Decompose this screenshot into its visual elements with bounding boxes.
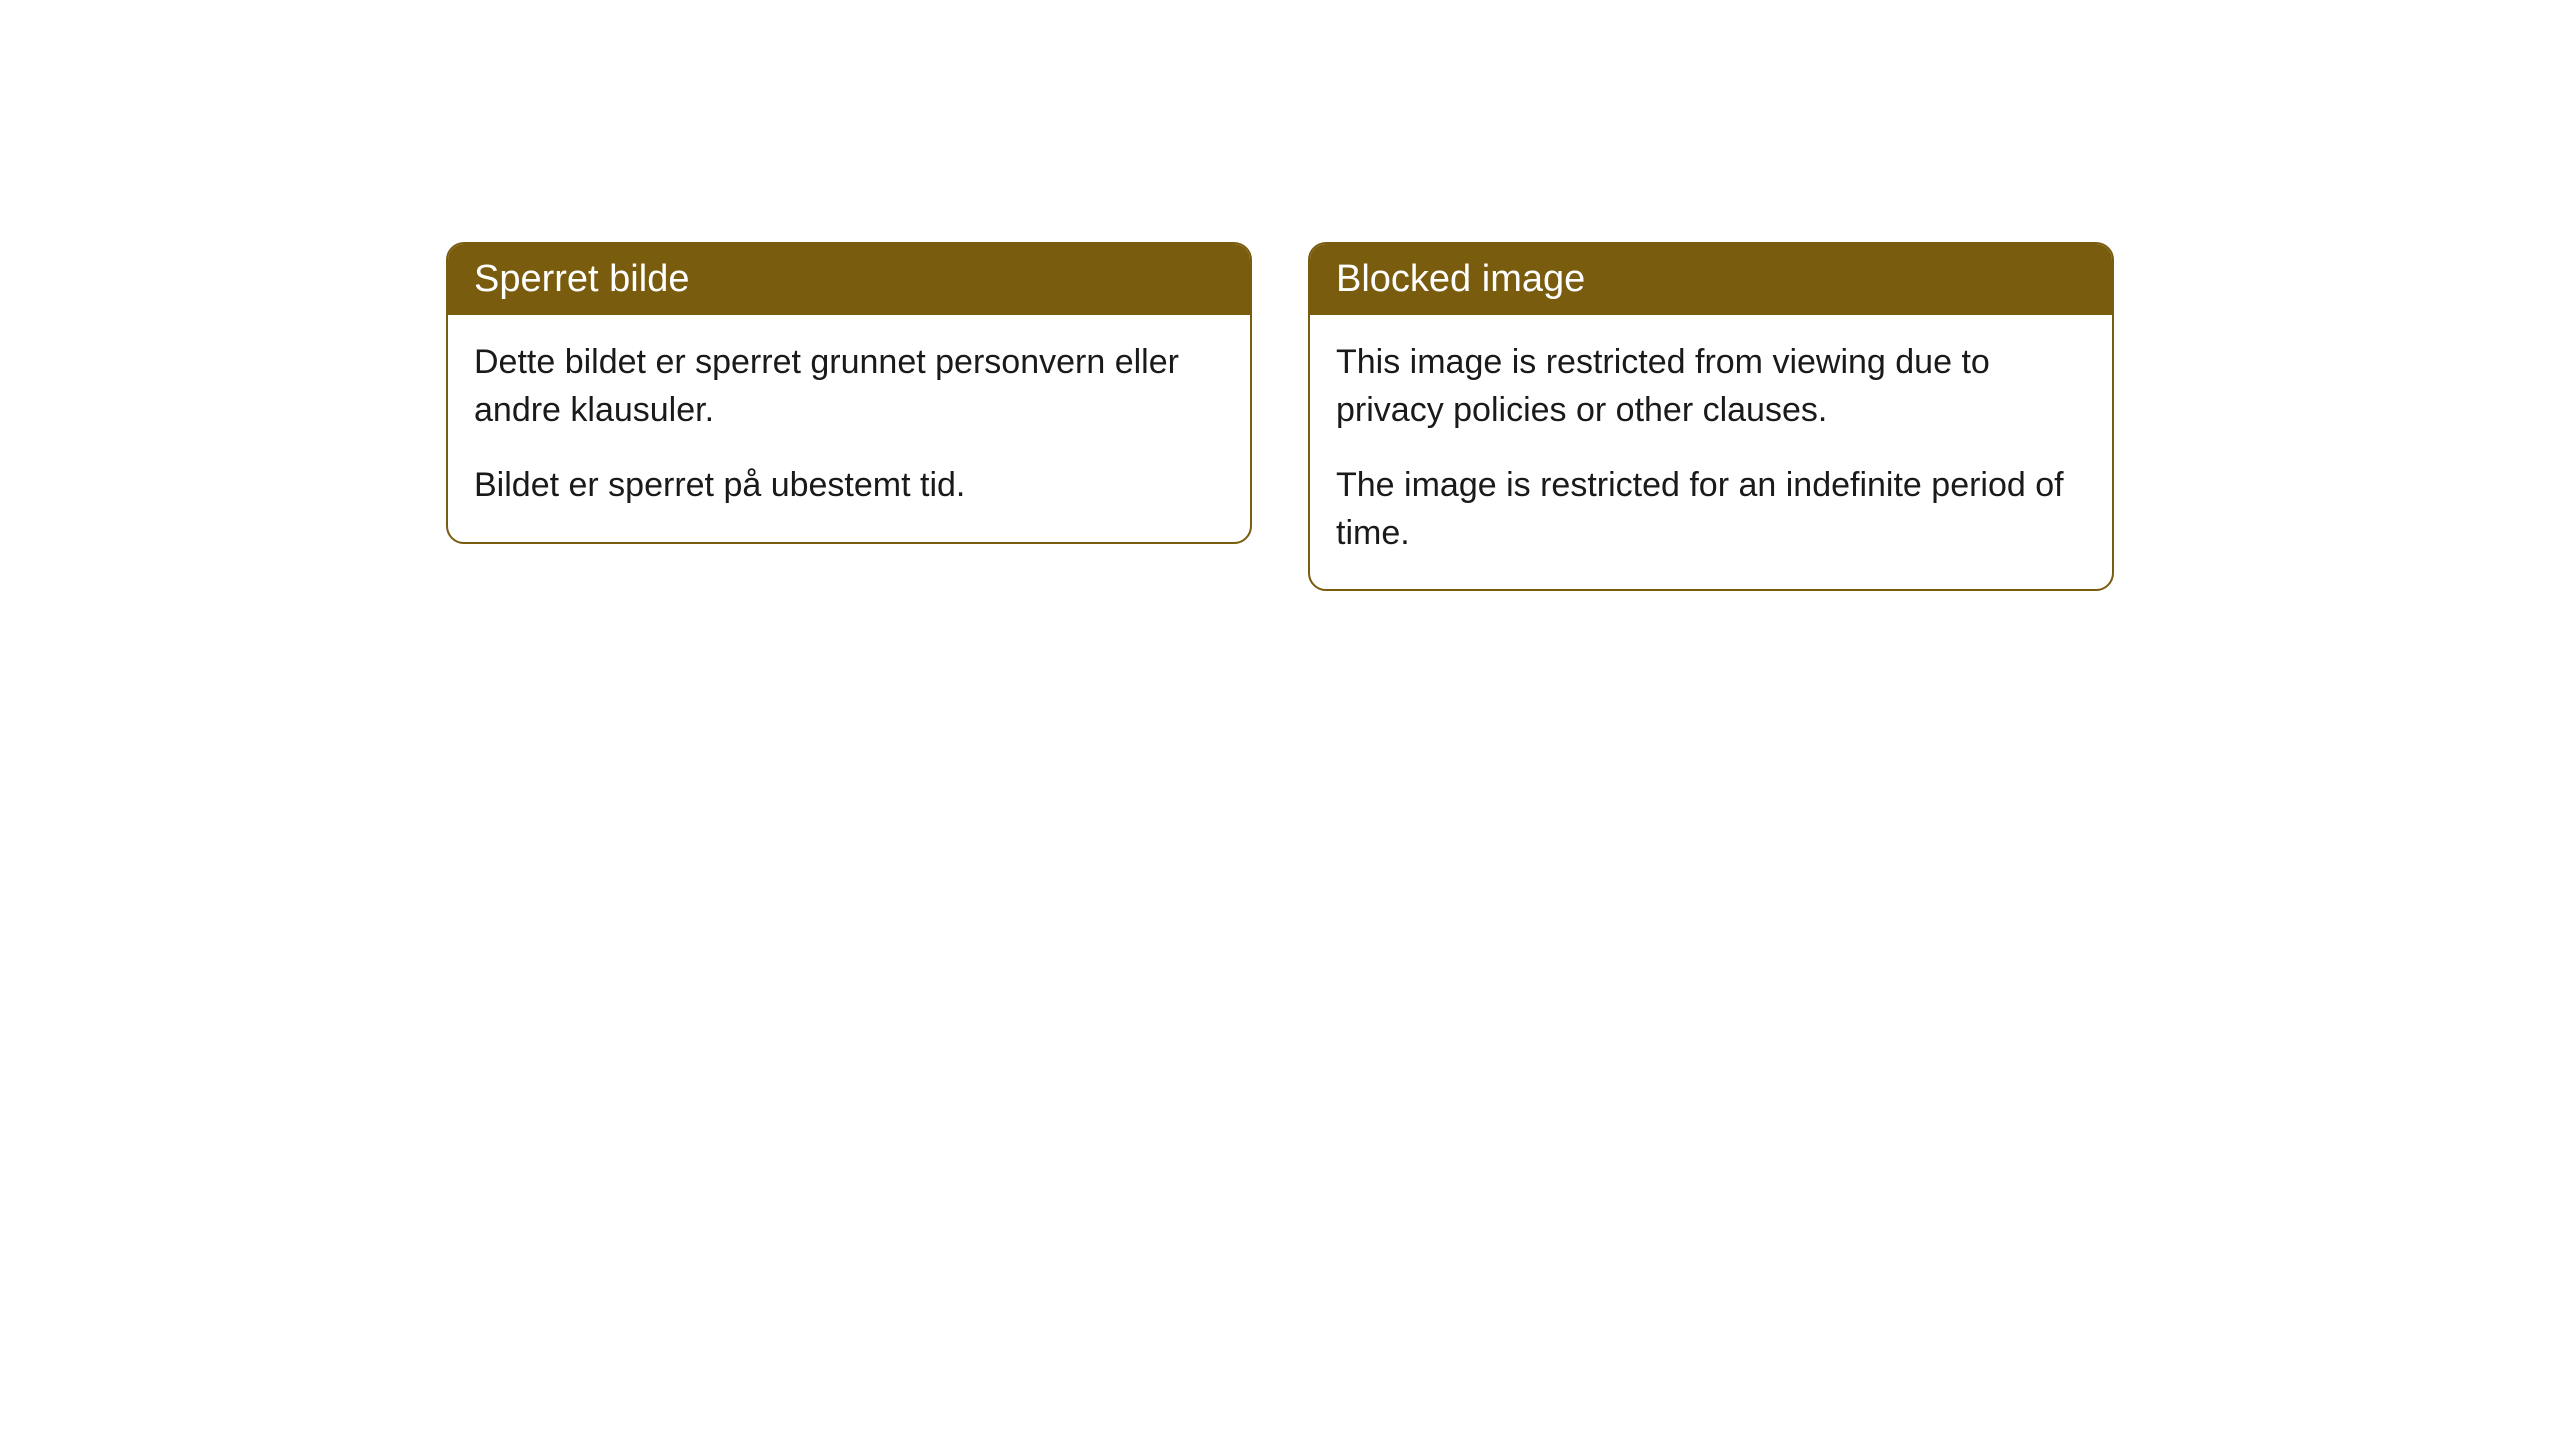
card-header-english: Blocked image	[1310, 244, 2112, 315]
card-title: Sperret bilde	[474, 258, 689, 300]
card-text-line-2: Bildet er sperret på ubestemt tid.	[474, 462, 1224, 510]
notice-card-english: Blocked image This image is restricted f…	[1308, 242, 2114, 591]
card-text-line-1: This image is restricted from viewing du…	[1336, 339, 2086, 434]
card-body-english: This image is restricted from viewing du…	[1310, 315, 2112, 589]
card-title: Blocked image	[1336, 258, 1585, 300]
card-text-line-2: The image is restricted for an indefinit…	[1336, 462, 2086, 557]
notice-cards-container: Sperret bilde Dette bildet er sperret gr…	[446, 242, 2114, 1440]
notice-card-norwegian: Sperret bilde Dette bildet er sperret gr…	[446, 242, 1252, 544]
card-body-norwegian: Dette bildet er sperret grunnet personve…	[448, 315, 1250, 542]
card-header-norwegian: Sperret bilde	[448, 244, 1250, 315]
card-text-line-1: Dette bildet er sperret grunnet personve…	[474, 339, 1224, 434]
